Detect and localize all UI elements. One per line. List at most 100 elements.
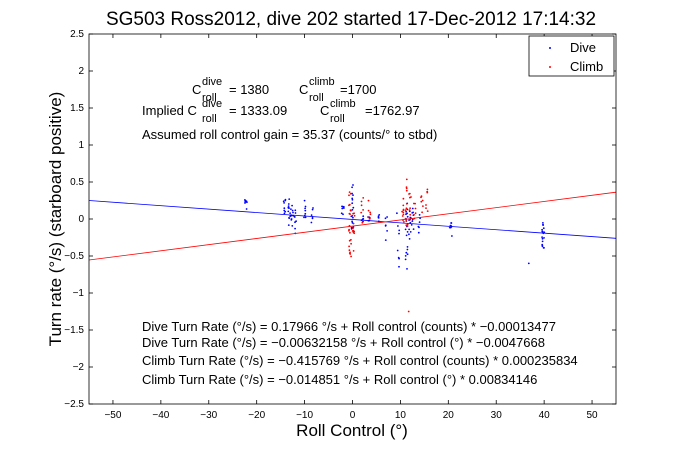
data-point-climb [409,213,412,216]
data-point-dive [311,217,314,220]
data-point-dive [527,262,530,265]
data-point-climb [420,195,423,198]
data-point-climb [414,212,417,215]
data-point-climb [348,239,351,242]
data-point-dive [304,207,306,210]
data-point-climb [348,191,351,194]
annotation-eq3: Climb Turn Rate (°/s) = −0.415769 °/s + … [142,353,578,368]
annotation-implied-climb-value: =1762.97 [365,103,420,118]
data-point-climb [405,202,408,205]
data-point-dive [362,215,365,218]
data-point-climb [421,199,424,202]
data-point-dive [290,208,292,211]
data-point-dive [244,199,246,201]
data-point-climb [362,197,365,199]
data-point-climb [367,216,370,219]
data-point-climb [367,209,370,212]
data-point-climb [402,204,405,207]
data-point-dive [398,265,400,268]
data-point-dive [405,234,408,237]
data-point-dive [304,216,307,219]
y-axis: −2.5 −2 −1.5 −1 −0.5 0 0.5 1 1.5 2 2.5 [64,29,616,410]
data-point-dive [351,186,353,189]
data-point-dive [542,223,544,226]
data-point-dive [404,228,407,231]
data-point-dive [283,207,286,210]
data-point-dive [377,215,380,218]
data-point-climb [403,221,405,223]
data-point-climb [425,204,427,206]
y-tick-label: 1 [78,140,84,151]
data-point-climb [426,210,429,213]
data-point-dive [352,206,355,209]
data-point-dive [541,245,544,248]
data-point-dive [288,198,291,201]
data-point-dive [384,224,387,227]
data-point-dive [406,268,408,270]
data-point-dive [287,206,290,209]
data-point-dive [303,216,305,219]
data-point-climb [405,189,408,192]
data-point-dive [378,214,381,216]
data-point-dive [293,216,296,218]
data-point-dive [351,198,354,201]
data-point-dive [541,230,544,233]
data-point-dive [418,214,421,216]
data-point-dive [351,208,354,211]
y-tick-label: −2 [73,362,85,373]
data-point-dive [410,224,413,226]
data-point-climb [348,228,350,231]
data-point-climb [360,211,363,214]
annotation-c-climb: C climb roll =1700 [299,76,377,104]
annotation-implied-climb-c: C [320,103,329,118]
x-tick-label: 20 [443,410,455,421]
data-point-dive [294,209,297,212]
data-point-dive [351,220,353,223]
data-point-climb [405,220,408,223]
data-point-dive [311,208,314,211]
data-point-dive [304,205,307,208]
data-point-climb [348,252,351,255]
data-point-climb [402,213,405,216]
data-point-climb [369,211,372,214]
data-point-climb [405,224,408,227]
data-point-dive [411,207,414,210]
annotation-eq1: Dive Turn Rate (°/s) = 0.17966 °/s + Rol… [142,319,556,334]
annotation-c-dive: C dive roll = 1380 [192,76,269,104]
data-point-climb [420,200,423,203]
data-point-climb [413,202,415,205]
data-point-dive [417,231,420,234]
fit-layer [88,191,617,261]
annotation-implied-dive-value: = 1333.09 [229,103,287,118]
data-point-dive [412,211,414,214]
x-tick-label: 10 [395,410,407,421]
data-point-dive [418,221,421,224]
annotation-c-climb-value: =1700 [340,82,377,97]
data-point-dive [352,184,354,186]
data-point-dive [406,231,409,233]
data-point-dive [411,220,414,223]
data-point-dive [284,198,287,201]
data-point-dive [292,211,294,214]
data-point-climb [402,211,405,214]
annotation-implied-climb: C climb roll =1762.97 [320,98,420,125]
data-point-climb [352,212,354,215]
data-point-climb [350,209,352,212]
annotation-implied-climb-sup: climb [330,98,356,110]
data-point-dive [287,210,290,213]
annotation-implied-dive: Implied C dive roll = 1333.09 [142,98,287,125]
data-point-dive [405,210,407,213]
legend-marker-dive [549,47,551,49]
annotation-c-climb-sub: roll [309,92,324,104]
annotation-implied-climb-sub: roll [330,113,345,125]
fit-line-dive [88,200,617,239]
data-point-dive [352,194,354,197]
legend-box [528,35,615,77]
data-point-dive [291,204,293,207]
data-point-dive [411,218,414,221]
data-point-climb [369,213,372,216]
annotation-implied-label: Implied C [142,103,197,118]
data-point-dive [405,251,408,254]
data-point-dive [384,217,387,220]
annotations: C dive roll = 1380 C climb roll =1700 Im… [142,76,578,387]
